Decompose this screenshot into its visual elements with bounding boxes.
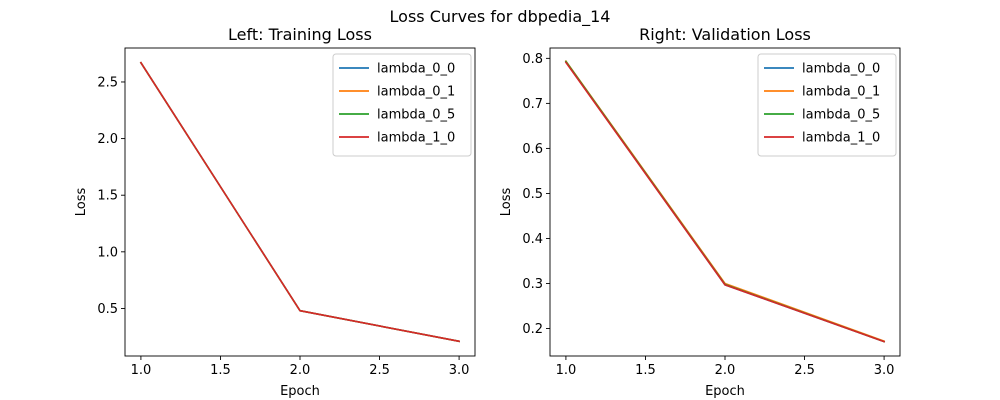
val-legend-label: lambda_0_1 [802, 85, 880, 100]
train-legend-label: lambda_0_1 [377, 85, 455, 100]
val-legend: lambda_0_0 lambda_0_1 lambda_0_5 lambda_1_0 [757, 53, 897, 157]
val-y-tick-label: 0.2 [522, 322, 543, 337]
val-y-tick-label: 0.3 [522, 277, 543, 292]
val-legend-label: lambda_0_5 [802, 108, 880, 123]
val-x-tick-label: 2.0 [715, 363, 736, 378]
val-legend-label: lambda_1_0 [802, 131, 880, 146]
val-x-tick-label: 3.0 [874, 363, 895, 378]
train-x-tick-label: 1.5 [210, 363, 231, 378]
train-legend: lambda_0_0 lambda_0_1 lambda_0_5 lambda_1_0 [332, 53, 472, 157]
val-x-axis-label: Epoch [705, 384, 745, 399]
val-legend-label: lambda_0_0 [802, 62, 880, 77]
validation-loss-axes: Right: Validation Loss 1.0 1.5 2.0 2.5 3.0 0.2… [499, 25, 901, 399]
val-y-axis-label: Loss [499, 188, 514, 217]
val-legend-box [757, 53, 897, 157]
val-y-tick-label: 0.5 [522, 187, 543, 202]
train-y-tick-label: 1.5 [97, 189, 118, 204]
training-loss-axes: Left: Training Loss 1.0 1.5 2.0 2.5 3.0 0.5 1.0… [74, 25, 476, 399]
train-axes-title: Left: Training Loss [228, 25, 372, 44]
train-legend-label: lambda_0_5 [377, 108, 455, 123]
val-y-tick-label: 0.7 [522, 97, 543, 112]
train-y-tick-label: 2.0 [97, 132, 118, 147]
val-x-tick-label: 1.5 [635, 363, 656, 378]
train-x-tick-label: 2.5 [369, 363, 390, 378]
val-y-tick-label: 0.8 [522, 52, 543, 67]
train-x-tick-label: 3.0 [449, 363, 470, 378]
val-x-tick-label: 1.0 [556, 363, 577, 378]
train-y-tick-label: 0.5 [97, 302, 118, 317]
train-legend-label: lambda_0_0 [377, 62, 455, 77]
val-x-tick-label: 2.5 [794, 363, 815, 378]
train-y-tick-label: 2.5 [97, 75, 118, 90]
figure-suptitle: Loss Curves for dbpedia_14 [390, 7, 611, 27]
train-legend-label: lambda_1_0 [377, 131, 455, 146]
val-y-tick-label: 0.4 [522, 232, 543, 247]
train-x-tick-label: 1.0 [131, 363, 152, 378]
train-y-axis-label: Loss [74, 188, 89, 217]
train-legend-box [332, 53, 472, 157]
val-series-line-lambda_1_0 [564, 61, 886, 343]
train-x-axis-label: Epoch [280, 384, 320, 399]
val-y-tick-label: 0.6 [522, 142, 543, 157]
train-y-tick-label: 1.0 [97, 245, 118, 260]
train-x-tick-label: 2.0 [290, 363, 311, 378]
val-axes-title: Right: Validation Loss [639, 25, 811, 44]
train-series-line-lambda_1_0 [139, 61, 461, 343]
